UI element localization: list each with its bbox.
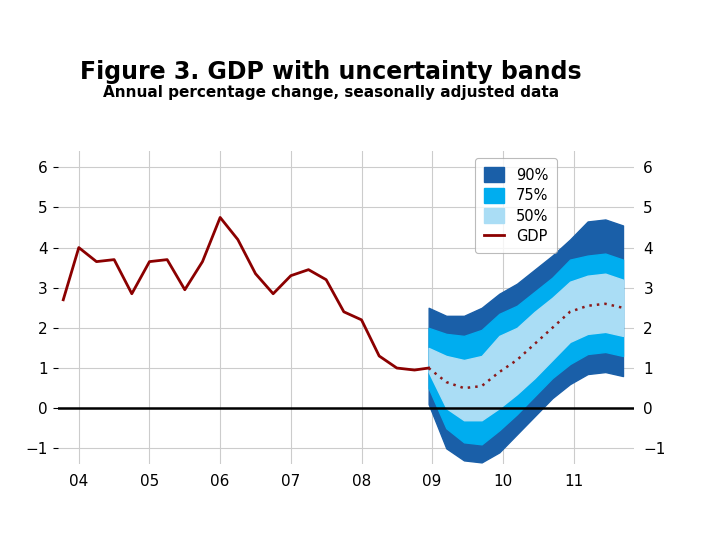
Text: Annual percentage change, seasonally adjusted data: Annual percentage change, seasonally adj… <box>103 85 559 100</box>
Legend: 90%, 75%, 50%, GDP: 90%, 75%, 50%, GDP <box>475 159 557 253</box>
Text: Figure 3. GDP with uncertainty bands: Figure 3. GDP with uncertainty bands <box>81 60 582 84</box>
Text: Sources: Statistics Sweden and the Riksbank: Sources: Statistics Sweden and the Riksb… <box>369 519 668 532</box>
